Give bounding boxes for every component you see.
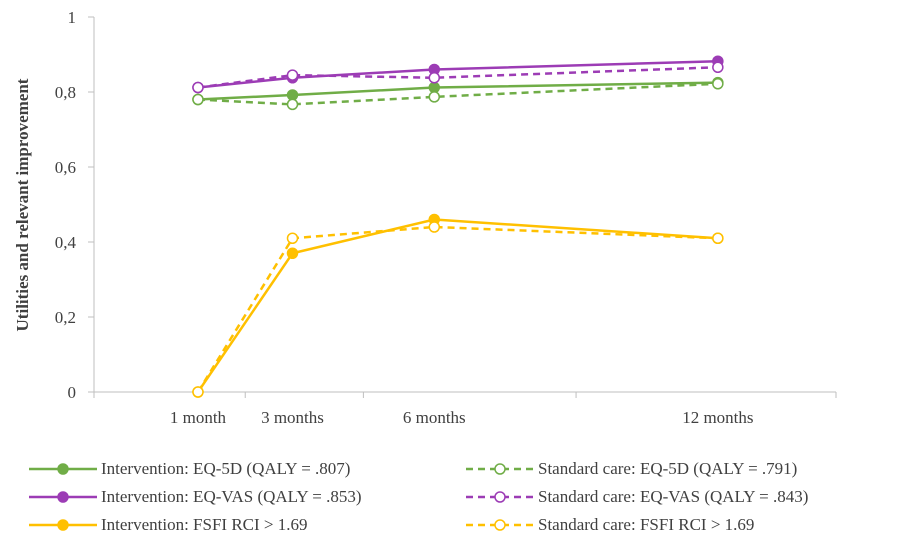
- y-tick-label: 0,4: [55, 233, 77, 252]
- legend-item: Standard care: EQ-5D (QALY = .791): [465, 458, 797, 480]
- legend-swatch: [29, 491, 97, 503]
- data-point: [712, 61, 724, 73]
- series-line: [197, 60, 718, 89]
- axes: 0 0,2 0,4 0,6 0,8 1 1 month 3 months 6 months 12 …: [55, 8, 837, 427]
- x-tick-label: 1 month: [170, 408, 227, 427]
- legend-item: Standard care: FSFI RCI > 1.69: [465, 514, 754, 536]
- data-point: [428, 72, 441, 84]
- series-1: [192, 76, 724, 106]
- legend-swatch: [466, 491, 534, 503]
- y-tick-label: 0,8: [55, 83, 76, 102]
- data-point: [192, 81, 204, 94]
- legend-swatch-marker: [57, 491, 69, 503]
- data-point: [428, 81, 441, 94]
- y-tick-label: 0: [68, 383, 77, 402]
- legend-item: Intervention: FSFI RCI > 1.69: [28, 514, 308, 536]
- data-point: [286, 232, 299, 244]
- legend-swatch: [29, 463, 97, 475]
- legend-swatch-marker: [57, 519, 69, 531]
- x-tick-label: 6 months: [403, 408, 466, 427]
- legend-label: Standard care: EQ-5D (QALY = .791): [538, 459, 798, 478]
- legend-swatch: [466, 519, 534, 531]
- data-point: [428, 91, 441, 103]
- legend-item: Intervention: EQ-VAS (QALY = .853): [28, 486, 362, 508]
- y-tick-label: 1: [68, 8, 77, 27]
- line-chart: 0 0,2 0,4 0,6 0,8 1 1 month 3 months 6 months 12 …: [13, 8, 837, 427]
- y-tick-label: 0,2: [55, 308, 76, 327]
- y-tick-label: 0,6: [55, 158, 76, 177]
- legend-label: Intervention: EQ-5D (QALY = .807): [101, 459, 351, 478]
- data-point: [712, 232, 724, 244]
- data-point: [286, 98, 299, 111]
- series-5: [192, 213, 724, 398]
- data-point: [192, 93, 204, 106]
- data-point: [712, 78, 724, 90]
- legend-label: Intervention: FSFI RCI > 1.69: [101, 515, 308, 534]
- legend-item: Standard care: EQ-VAS (QALY = .843): [465, 486, 808, 508]
- series-4: [192, 61, 724, 94]
- legend-swatch-marker: [494, 519, 506, 531]
- x-tick-label: 12 months: [682, 408, 753, 427]
- series-6: [192, 221, 724, 398]
- data-point: [192, 386, 204, 398]
- legend-swatch-marker: [494, 463, 506, 475]
- data-point: [286, 247, 299, 259]
- series-layer: [192, 55, 724, 398]
- legend-label: Standard care: FSFI RCI > 1.69: [538, 515, 755, 534]
- x-tick-label: 3 months: [261, 408, 324, 427]
- legend-swatch: [29, 519, 97, 531]
- legend-swatch-marker: [57, 463, 69, 475]
- legend-swatch-marker: [494, 491, 506, 503]
- y-axis-label: Utilities and relevant improvement: [13, 78, 32, 331]
- data-point: [428, 221, 441, 233]
- series-line: [197, 81, 718, 101]
- series-line: [196, 218, 718, 393]
- data-point: [286, 89, 299, 101]
- data-point: [286, 69, 299, 81]
- legend-swatch: [466, 463, 534, 475]
- legend-label: Intervention: EQ-VAS (QALY = .853): [101, 487, 362, 506]
- series-2: [192, 78, 724, 111]
- legend-label: Standard care: EQ-VAS (QALY = .843): [538, 487, 809, 506]
- series-line: [197, 82, 718, 106]
- legend-item: Intervention: EQ-5D (QALY = .807): [28, 458, 350, 480]
- series-line: [196, 225, 718, 393]
